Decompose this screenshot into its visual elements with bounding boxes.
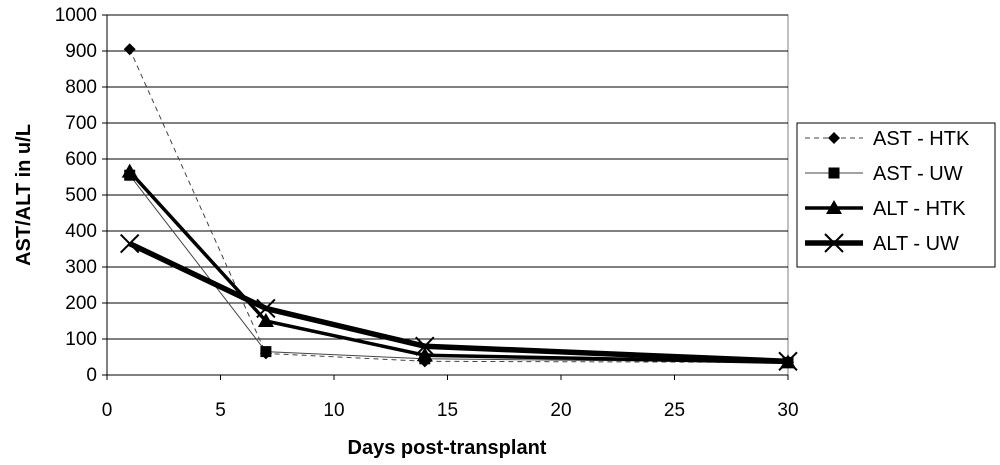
legend-label: AST - UW [873,163,963,185]
y-tick-label: 100 [65,329,97,350]
series-4 [119,233,798,372]
legend-marker [828,167,840,179]
series-group [119,43,798,372]
x-axis-title: Days post-transplant [348,437,547,459]
legend: AST - HTK AST - UW ALT - HTK ALT - UW [796,122,996,268]
x-marker-stroke [119,233,140,254]
data-point [121,163,138,178]
data-point [257,313,274,327]
x-tick-label: 15 [437,400,458,421]
series-line [129,48,789,363]
legend-items: AST - HTK AST - UW ALT - HTK ALT - UW [805,128,970,255]
y-tick-label: 200 [65,293,97,314]
x-tick-label: 20 [550,400,571,421]
data-point [123,43,136,56]
x-tick-labels: 0 5 10 15 20 25 30 [102,400,799,421]
legend-label: AST - HTK [873,128,970,150]
legend-marker [826,200,842,214]
legend-marker [824,233,844,253]
y-tick-label: 900 [65,41,97,62]
x-marker-stroke [824,233,844,253]
data-point [416,347,433,362]
y-tick-label: 0 [86,365,97,386]
y-tick-label: 1000 [55,5,97,26]
legend-item: AST - HTK [805,128,970,150]
axes [102,14,789,380]
legend-item: AST - UW [805,163,963,185]
x-tick-label: 10 [323,400,344,421]
x-tick-label: 30 [777,400,798,421]
y-tick-label: 300 [65,257,97,278]
series-line [129,174,789,363]
y-tick-label: 400 [65,221,97,242]
y-tick-label: 700 [65,113,97,134]
x-marker-stroke [778,351,798,372]
legend-marker [828,132,840,144]
y-tick-label: 800 [65,77,97,98]
x-marker-stroke [415,336,435,356]
legend-item: ALT - HTK [805,198,966,220]
x-marker-stroke [256,298,276,319]
x-tick-label: 0 [102,400,113,421]
y-tick-label: 500 [65,185,97,206]
x-tick-label: 25 [664,400,685,421]
series-3 [121,163,796,369]
legend-label: ALT - HTK [873,198,966,220]
y-axis-title: AST/ALT in u/L [13,124,35,266]
y-tick-labels: 0 100 200 300 400 500 600 700 800 900 1000 [55,5,97,386]
x-tick-label: 5 [215,400,226,421]
series-line [128,170,789,365]
data-point [119,233,140,254]
gridlines [107,14,788,340]
legend-item: ALT - UW [805,233,959,255]
data-point [778,351,798,372]
data-point [256,298,276,319]
legend-label: ALT - UW [873,233,959,255]
data-point [415,336,435,356]
series-line [128,241,789,365]
y-tick-label: 600 [65,149,97,170]
data-point [260,346,272,358]
